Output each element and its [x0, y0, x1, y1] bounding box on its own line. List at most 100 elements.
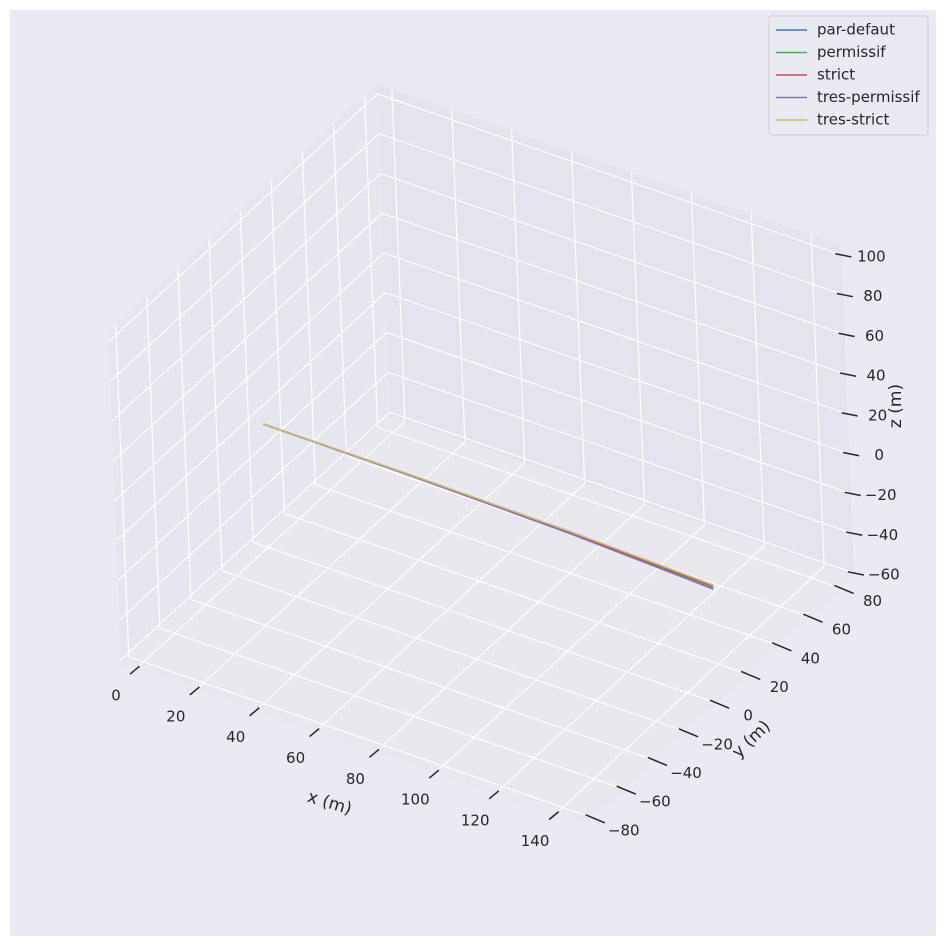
- x-tick-label: 0: [111, 687, 121, 705]
- grid-line: [377, 426, 842, 590]
- grid-line: [190, 598, 656, 762]
- z-tick-label: 60: [865, 327, 884, 345]
- grid-line: [315, 484, 780, 647]
- z-tick-mark: [841, 412, 858, 417]
- z-tick-mark: [843, 451, 860, 457]
- y-tick-label: 60: [832, 621, 851, 639]
- grid-line: [451, 109, 466, 442]
- grid-line: [377, 93, 842, 256]
- z-tick-mark: [844, 491, 861, 497]
- grid-line: [630, 172, 646, 505]
- z-tick-label: 80: [863, 287, 882, 305]
- grid-line: [315, 483, 585, 732]
- x-tick-label: 60: [286, 749, 305, 767]
- x-tick-mark: [249, 707, 260, 717]
- z-tick-label: 40: [867, 367, 886, 385]
- y-tick-mark: [771, 642, 792, 652]
- grid-line: [128, 656, 593, 819]
- x-tick-mark: [548, 811, 560, 821]
- y-tick-label: 20: [770, 678, 789, 696]
- grid-line: [177, 267, 192, 600]
- grid-line: [810, 234, 825, 567]
- legend-label-tres-strict: tres-strict: [817, 111, 889, 129]
- legend: par-defaut permissif strict tres-permissif t…: [768, 15, 929, 136]
- grid-line: [511, 130, 526, 463]
- z-tick-label: −60: [868, 566, 900, 584]
- grid-line: [389, 411, 855, 574]
- x-tick-mark: [368, 748, 380, 758]
- grid-lines: [107, 89, 855, 819]
- grid-line: [255, 462, 526, 712]
- grid-line: [221, 570, 687, 733]
- y-tick-mark: [585, 814, 606, 824]
- x-tick-label: 140: [521, 832, 550, 850]
- grid-line: [159, 627, 625, 790]
- z-tick-label: −40: [866, 526, 898, 544]
- grid-line: [301, 152, 316, 485]
- x-tick-mark: [488, 790, 500, 800]
- grid-line: [115, 292, 386, 542]
- grid-line: [239, 210, 254, 543]
- grid-line: [135, 420, 406, 670]
- x-tick-mark: [428, 769, 440, 779]
- grid-line: [570, 151, 586, 484]
- grid-line: [270, 181, 285, 514]
- z-tick-mark: [847, 571, 864, 576]
- y-tick-label: 40: [801, 649, 820, 667]
- x-tick-label: 120: [461, 811, 490, 829]
- x-tick-label: 20: [166, 707, 185, 725]
- grid-line: [107, 93, 378, 343]
- y-tick-mark: [834, 584, 854, 595]
- z-tick-mark: [846, 531, 863, 536]
- grid-line: [252, 541, 718, 704]
- grid-line: [383, 252, 848, 415]
- grid-line: [332, 124, 348, 457]
- grid-line: [115, 324, 130, 657]
- z-tick-label: 100: [857, 247, 886, 265]
- grid-line: [111, 173, 381, 422]
- grid-line: [117, 332, 388, 581]
- y-tick-label: −20: [701, 735, 733, 753]
- z-tick-mark: [835, 253, 852, 258]
- z-tick-label: 20: [868, 406, 887, 424]
- grid-line: [109, 133, 380, 383]
- grid-line: [386, 331, 851, 495]
- grid-line: [384, 292, 850, 455]
- x-tick-mark: [309, 727, 320, 738]
- grid-line: [118, 371, 389, 621]
- y-tick-label: −80: [608, 821, 640, 839]
- grid-line: [112, 212, 383, 462]
- y-tick-mark: [678, 728, 699, 738]
- legend-label-strict: strict: [817, 66, 855, 84]
- grid-line: [146, 296, 161, 629]
- y-tick-mark: [616, 785, 637, 795]
- grid-line: [363, 95, 379, 428]
- grid-line: [208, 238, 223, 571]
- series-lines: [263, 423, 714, 590]
- grid-line: [381, 212, 847, 375]
- grid-line: [494, 545, 765, 795]
- z-axis-label: z (m): [886, 384, 906, 428]
- y-tick-mark: [802, 613, 823, 623]
- z-tick-mark: [836, 292, 854, 298]
- y-tick-mark: [709, 699, 730, 709]
- legend-label-par-defaut: par-defaut: [817, 21, 895, 39]
- x-tick-mark: [129, 665, 141, 675]
- x-tick-label: 40: [226, 728, 245, 746]
- legend-label-permissif: permissif: [817, 43, 886, 61]
- y-tick-label: 80: [863, 592, 882, 610]
- y-tick-label: −40: [670, 764, 702, 782]
- z-tick-label: 0: [874, 446, 884, 464]
- floor-pane: [121, 416, 854, 825]
- y-tick-mark: [647, 756, 668, 767]
- x-tick-mark: [189, 686, 200, 696]
- grid-line: [114, 252, 385, 502]
- z-tick-mark: [839, 372, 857, 377]
- grid-line: [380, 172, 845, 336]
- z-tick-mark: [838, 332, 855, 338]
- series-line-tres-strict: [263, 423, 714, 586]
- grid-line: [284, 512, 749, 676]
- x-tick-label: 100: [401, 791, 430, 809]
